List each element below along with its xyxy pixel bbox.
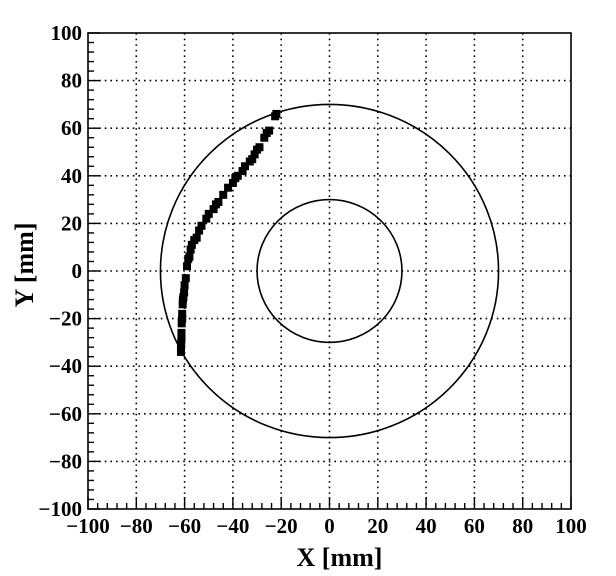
x-tick-label-6: 20 [367, 514, 388, 538]
y-tick-label-0: −100 [39, 497, 82, 521]
x-axis-label: X [mm] [297, 543, 383, 572]
data-point-0-26 [187, 240, 196, 249]
data-point-0-14 [228, 178, 237, 187]
x-tick-label-10: 100 [555, 514, 587, 538]
x-tick-labels: −100 −80 −60 −40 −20 0 20 40 60 80 100 [66, 514, 586, 538]
y-tick-label-7: 40 [61, 164, 82, 188]
y-tick-label-3: −40 [49, 354, 82, 378]
y-axis-label: Y [mm] [10, 223, 39, 308]
y-tick-label-10: 100 [51, 21, 83, 45]
x-tick-label-8: 60 [464, 514, 485, 538]
data-points [176, 109, 281, 356]
reference-circles [159, 103, 500, 439]
data-point-0-23 [195, 226, 204, 235]
data-point-0-40 [177, 328, 186, 337]
y-tick-label-5: 0 [72, 259, 83, 283]
data-point-0-30 [183, 262, 192, 271]
data-point-0-42 [177, 338, 186, 347]
y-tick-label-4: −20 [49, 307, 82, 331]
data-point-0-15 [224, 183, 233, 192]
y-tick-label-6: 20 [61, 211, 82, 235]
grid-lines [88, 33, 571, 509]
x-tick-label-2: −60 [168, 514, 201, 538]
data-point-0-19 [209, 205, 218, 214]
data-point-0-36 [178, 300, 187, 309]
x-tick-label-5: 0 [324, 514, 335, 538]
data-point-0-44 [176, 347, 185, 356]
data-point-0-43 [176, 343, 185, 352]
data-point-0-11 [238, 167, 247, 176]
data-point-0-18 [211, 200, 220, 209]
data-point-0-25 [190, 236, 199, 245]
data-point-0-27 [186, 245, 195, 254]
data-point-0-37 [178, 309, 187, 318]
data-point-0-3 [262, 128, 271, 137]
data-point-0-16 [219, 190, 228, 199]
data-point-0-33 [180, 288, 189, 297]
data-point-0-22 [197, 221, 206, 230]
y-tick-label-8: 60 [61, 116, 82, 140]
data-point-0-13 [231, 174, 240, 183]
data-point-0-20 [204, 209, 213, 218]
x-tick-label-0: −100 [66, 514, 109, 538]
data-point-0-39 [177, 319, 186, 328]
axis-ticks [87, 32, 572, 510]
data-point-0-1 [271, 112, 280, 121]
reference-circle-0 [256, 198, 403, 344]
data-point-0-32 [180, 281, 189, 290]
data-point-0-9 [245, 157, 254, 166]
x-tick-label-7: 40 [416, 514, 437, 538]
x-tick-label-1: −80 [120, 514, 153, 538]
reference-circle-1 [159, 103, 500, 439]
y-tick-label-1: −80 [49, 449, 82, 473]
x-tick-label-9: 80 [512, 514, 533, 538]
x-tick-label-4: −20 [265, 514, 298, 538]
data-point-0-41 [177, 333, 186, 342]
y-tick-label-9: 80 [61, 69, 82, 93]
data-point-0-31 [181, 274, 190, 283]
data-point-0-7 [250, 150, 259, 159]
data-point-0-6 [253, 145, 262, 154]
data-point-0-35 [178, 295, 187, 304]
data-point-0-10 [240, 162, 249, 171]
y-tick-label-2: −60 [49, 402, 82, 426]
x-tick-label-3: −40 [216, 514, 249, 538]
data-point-0-38 [178, 314, 187, 323]
data-point-0-21 [202, 214, 211, 223]
data-point-0-29 [184, 255, 193, 264]
y-tick-labels: −100 −80 −60 −40 −20 0 20 40 60 80 100 [39, 21, 82, 521]
data-point-0-4 [260, 133, 269, 142]
